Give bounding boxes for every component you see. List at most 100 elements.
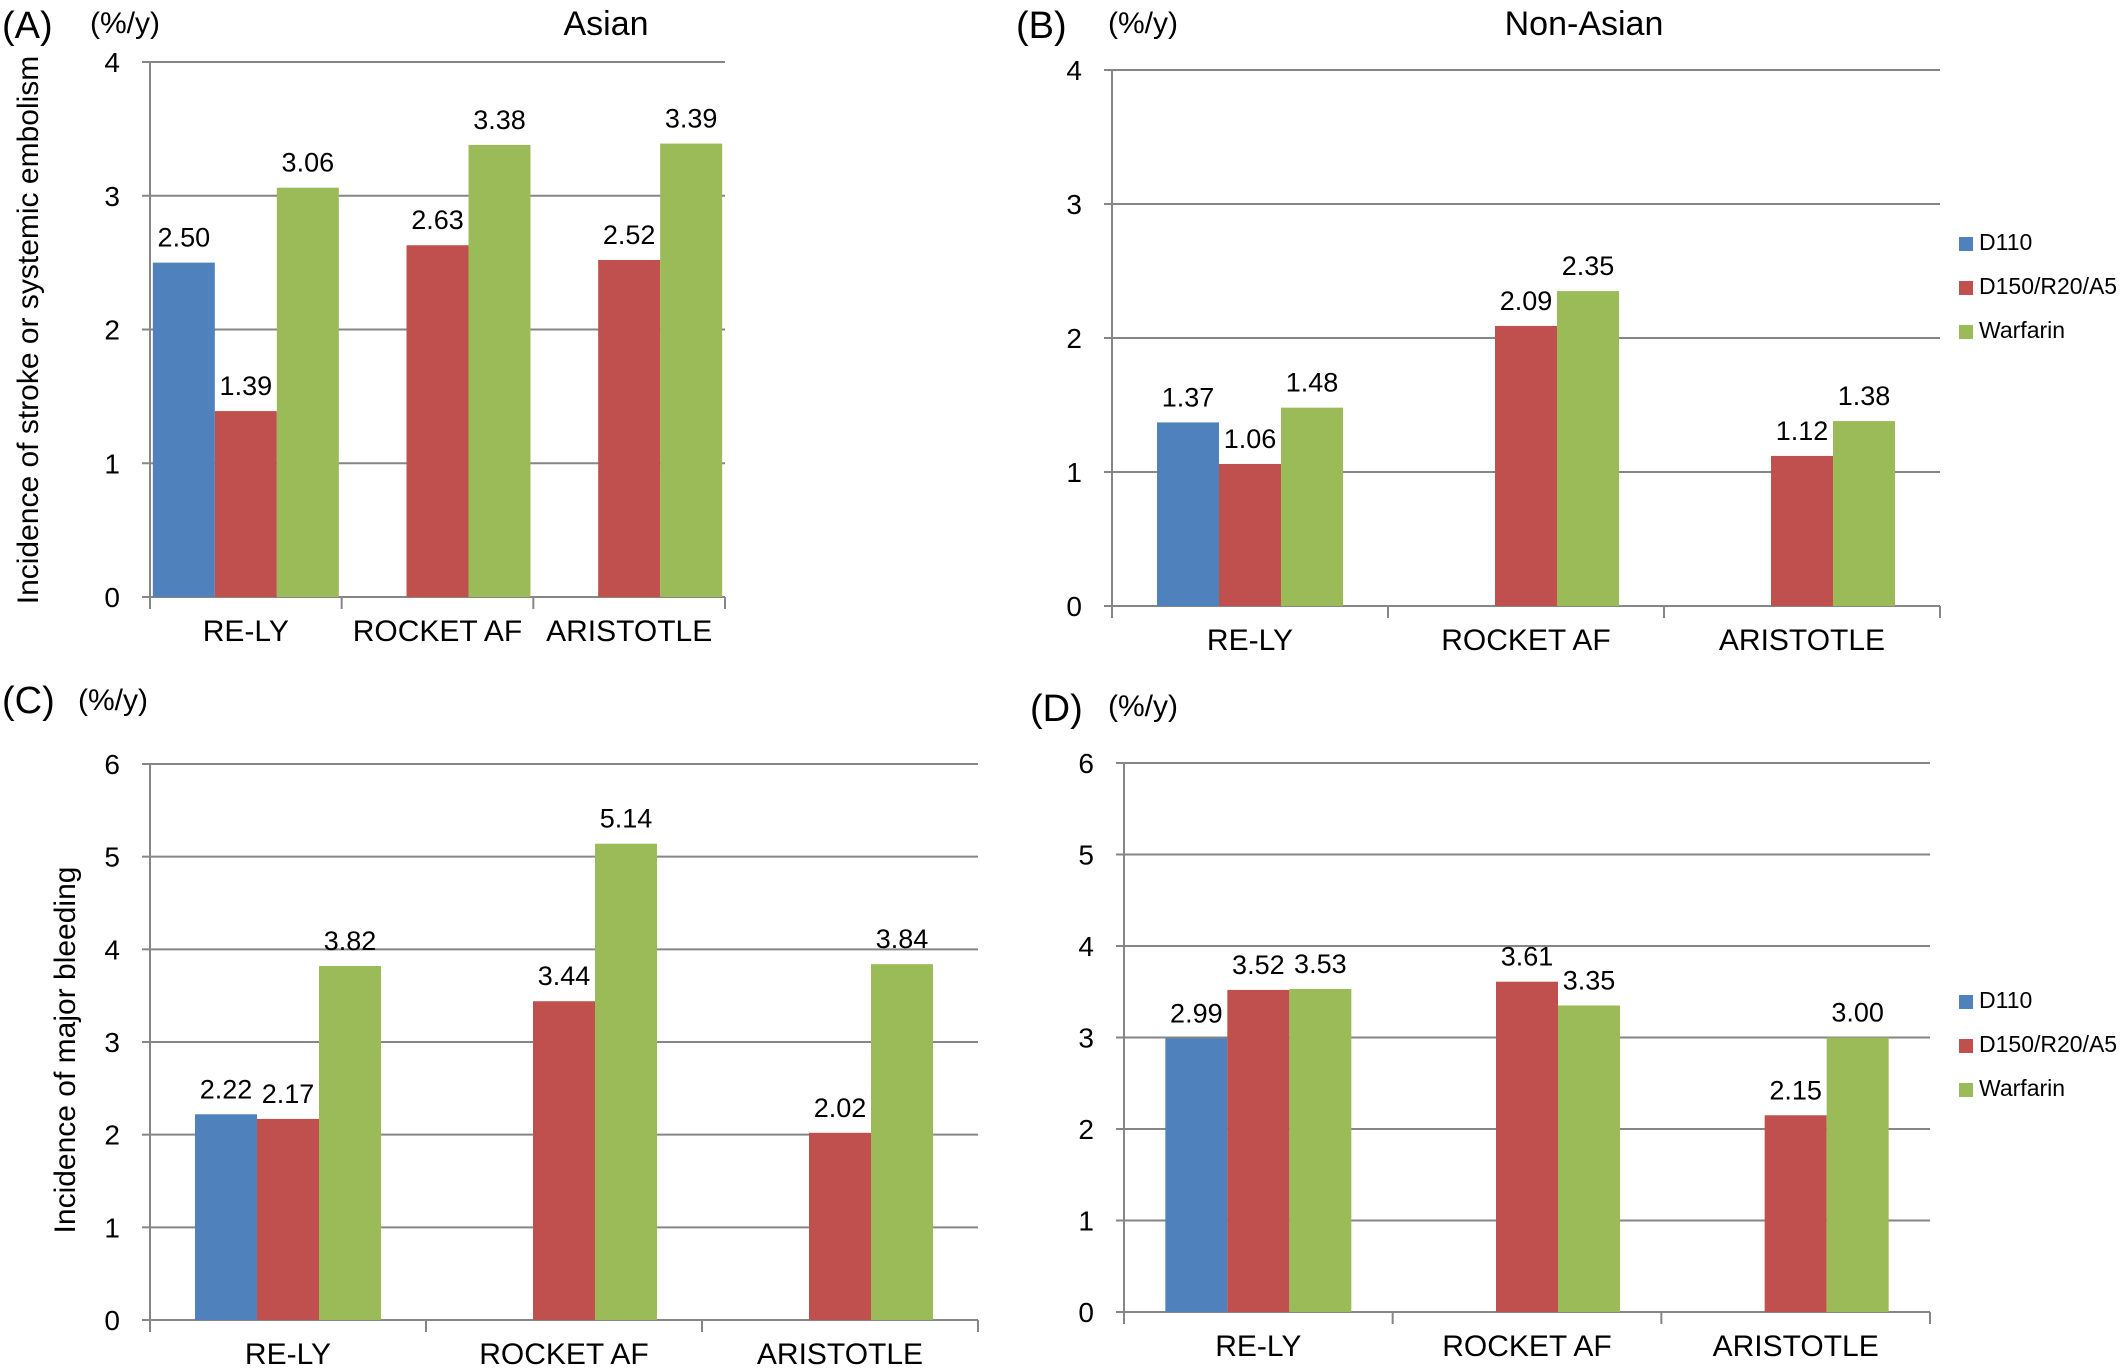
- panel-title: Asian: [563, 5, 648, 43]
- panel-letter: (D): [1030, 688, 1083, 730]
- y-unit-label: (%/y): [90, 7, 160, 40]
- y-tick-label: 5: [1078, 840, 1094, 871]
- data-label: 2.22: [200, 1074, 253, 1104]
- bar-d110-re-ly: [1157, 422, 1219, 606]
- data-label: 1.38: [1838, 381, 1891, 411]
- y-tick-label: 1: [104, 448, 120, 479]
- chart-panel-a: 0 1 2 3 4 RE-LY ROCKET AF ARISTOTLE 2.50 1.39 3.06…: [2, 5, 726, 648]
- y-unit-label: (%/y): [1108, 7, 1178, 40]
- panel-letter: (A): [2, 5, 53, 47]
- data-label: 2.63: [411, 205, 464, 235]
- legend-swatch: [1959, 237, 1973, 251]
- data-label: 2.09: [1500, 286, 1553, 316]
- bar-d150-r20-a5-aristotle: [809, 1132, 871, 1320]
- bar-warfarin-aristotle: [1833, 421, 1895, 606]
- y-tick-label: 5: [104, 842, 120, 873]
- bar-d150-r20-a5-rocket-af: [533, 1001, 595, 1320]
- data-label: 2.52: [603, 220, 656, 250]
- legend-swatch: [1959, 281, 1973, 295]
- data-label: 3.53: [1294, 949, 1347, 979]
- y-tick-label: 6: [1078, 748, 1094, 779]
- bar-d150-r20-a5-rocket-af: [1495, 325, 1557, 606]
- y-tick-label: 0: [104, 582, 120, 613]
- legend-swatch: [1959, 1083, 1973, 1097]
- y-tick-label: 1: [1066, 457, 1082, 488]
- y-axis-title: Incidence of stroke or systemic embolism: [12, 56, 45, 605]
- data-label: 1.12: [1776, 416, 1829, 446]
- data-label: 5.14: [600, 804, 653, 834]
- legend-swatch: [1959, 995, 1973, 1009]
- data-label: 2.35: [1562, 251, 1615, 281]
- data-label: 3.61: [1501, 942, 1554, 972]
- bar-d150-r20-a5-aristotle: [1771, 455, 1833, 606]
- y-tick-label: 2: [104, 315, 120, 346]
- bar-d150-r20-a5-re-ly: [1219, 463, 1281, 606]
- bar-d150-r20-a5-aristotle: [598, 259, 661, 597]
- y-tick-label: 2: [1078, 1114, 1094, 1145]
- chart-panel-c: 0 1 2 3 4 5 6 RE-LY ROCKET AF ARISTOTLE 2.22 2.17 3.…: [2, 680, 979, 1371]
- chart-panel-d: 0 1 2 3 4 5 6 RE-LY ROCKET AF ARISTOTLE 2.99 3.52 3.…: [1030, 688, 2117, 1363]
- y-tick-label: 0: [104, 1305, 120, 1336]
- legend-label: D110: [1979, 987, 2032, 1013]
- y-unit-label: (%/y): [1108, 690, 1178, 723]
- y-tick-label: 4: [104, 47, 120, 78]
- y-unit-label: (%/y): [78, 684, 148, 717]
- y-tick-label: 1: [104, 1212, 120, 1243]
- data-label: 3.06: [282, 148, 335, 178]
- y-tick-label: 1: [1078, 1206, 1094, 1237]
- legend-label: Warfarin: [1979, 317, 2065, 343]
- data-label: 3.38: [473, 105, 526, 135]
- x-category-label: ARISTOTLE: [546, 615, 712, 648]
- x-category-label: RE-LY: [1207, 624, 1293, 657]
- bar-warfarin-re-ly: [319, 966, 381, 1320]
- bar-d150-r20-a5-rocket-af: [1496, 981, 1558, 1312]
- legend-label: D110: [1979, 229, 2032, 255]
- y-axis-title: Incidence of major bleeding: [49, 867, 82, 1234]
- bar-d150-r20-a5-aristotle: [1764, 1115, 1827, 1312]
- bar-d110-re-ly: [195, 1114, 257, 1320]
- legend: D110 D150/R20/A5 Warfarin: [1959, 229, 2117, 343]
- x-category-label: ARISTOTLE: [757, 1338, 923, 1371]
- legend-label: D150/R20/A5: [1979, 273, 2117, 299]
- x-category-label: RE-LY: [1215, 1330, 1301, 1363]
- data-label: 2.02: [814, 1093, 867, 1123]
- panel-title: Non-Asian: [1505, 5, 1664, 43]
- bar-warfarin-aristotle: [1826, 1037, 1889, 1312]
- legend: D110 D150/R20/A5 Warfarin: [1959, 987, 2117, 1101]
- legend-swatch: [1959, 325, 1973, 339]
- chart-panel-b: 0 1 2 3 4 RE-LY ROCKET AF ARISTOTLE 1.37 1.06 1.48…: [1016, 5, 2117, 657]
- bar-warfarin-re-ly: [1289, 989, 1352, 1312]
- x-category-label: RE-LY: [203, 615, 289, 648]
- y-tick-label: 4: [1078, 931, 1094, 962]
- legend-label: Warfarin: [1979, 1075, 2065, 1101]
- y-tick-label: 2: [104, 1120, 120, 1151]
- panel-letter: (C): [2, 680, 55, 722]
- x-category-label: RE-LY: [245, 1338, 331, 1371]
- y-tick-label: 3: [104, 1027, 120, 1058]
- data-label: 3.52: [1232, 950, 1285, 980]
- x-category-label: ARISTOTLE: [1713, 1330, 1879, 1363]
- bar-warfarin-aristotle: [871, 964, 933, 1320]
- data-label: 2.17: [262, 1079, 315, 1109]
- panel-letter: (B): [1016, 5, 1067, 47]
- x-category-label: ROCKET AF: [353, 615, 522, 648]
- data-label: 1.06: [1224, 424, 1277, 454]
- y-tick-label: 3: [1066, 189, 1082, 220]
- bar-warfarin-rocket-af: [1557, 291, 1619, 606]
- bar-d150-r20-a5-rocket-af: [406, 245, 469, 598]
- data-label: 2.99: [1170, 998, 1223, 1028]
- data-label: 3.35: [1563, 965, 1616, 995]
- y-tick-label: 6: [104, 749, 120, 780]
- y-tick-label: 4: [1066, 55, 1082, 86]
- x-category-label: ROCKET AF: [1441, 624, 1610, 657]
- bar-warfarin-rocket-af: [1558, 1005, 1620, 1312]
- data-label: 3.44: [538, 961, 591, 991]
- y-tick-label: 2: [1066, 323, 1082, 354]
- data-label: 1.48: [1286, 368, 1339, 398]
- x-category-label: ROCKET AF: [479, 1338, 648, 1371]
- bar-warfarin-aristotle: [660, 143, 723, 597]
- legend-swatch: [1959, 1039, 1973, 1053]
- bar-warfarin-rocket-af: [595, 843, 657, 1320]
- bar-warfarin-re-ly: [1281, 407, 1343, 606]
